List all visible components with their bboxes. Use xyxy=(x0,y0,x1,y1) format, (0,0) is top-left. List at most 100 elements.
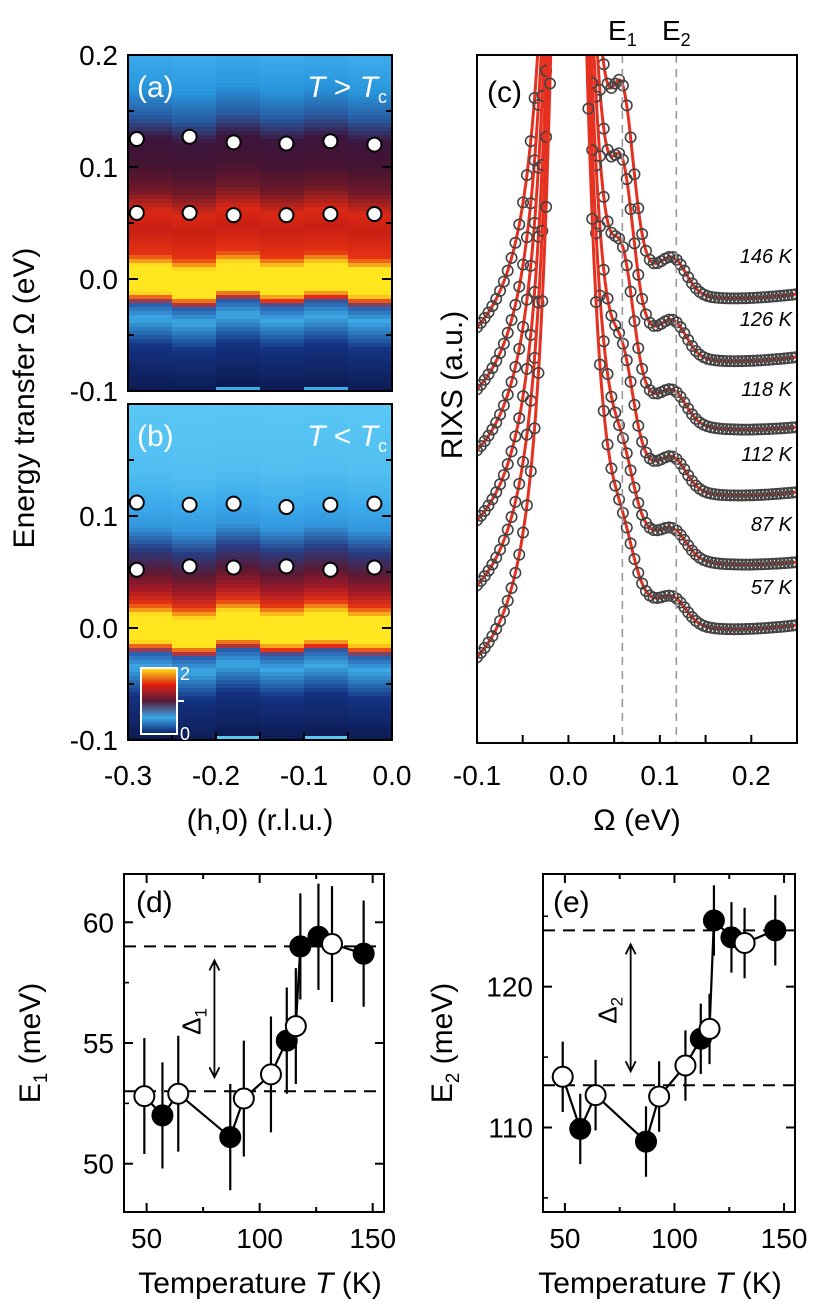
data-point xyxy=(151,1104,174,1127)
heat-cell xyxy=(348,588,393,593)
heat-cell xyxy=(304,355,349,360)
data-point xyxy=(686,611,699,624)
heat-cell xyxy=(304,484,349,489)
heat-cell xyxy=(348,67,393,72)
heat-cell xyxy=(216,339,261,344)
data-point xyxy=(486,493,499,506)
heat-cell xyxy=(172,247,217,252)
heat-cell xyxy=(128,652,173,657)
heat-cell xyxy=(304,648,349,653)
heat-cell xyxy=(348,476,393,481)
heat-cell xyxy=(172,243,217,248)
heat-cell xyxy=(260,291,305,296)
data-point xyxy=(501,458,514,471)
data-point xyxy=(613,493,626,506)
heat-cell xyxy=(348,692,393,697)
heat-cell xyxy=(304,688,349,693)
heat-cell xyxy=(128,456,173,461)
heat-cell xyxy=(348,339,393,344)
colorbar-max: 2 xyxy=(180,664,190,684)
heat-cell xyxy=(348,408,393,413)
heat-cell xyxy=(260,323,305,328)
heat-cell xyxy=(128,616,173,621)
heat-cell xyxy=(216,271,261,276)
heat-cell xyxy=(348,432,393,437)
heat-cell xyxy=(348,91,393,96)
heat-cell xyxy=(128,660,173,665)
data-point xyxy=(543,77,556,90)
data-point xyxy=(590,227,603,240)
x-tick-label: -0.1 xyxy=(453,760,501,791)
heat-cell xyxy=(128,468,173,473)
y-tick-label: 110 xyxy=(488,1113,533,1144)
heat-cell xyxy=(348,460,393,465)
heat-cell xyxy=(260,416,305,421)
heat-cell xyxy=(128,552,173,557)
heat-cell xyxy=(304,592,349,597)
heat-cell xyxy=(128,67,173,72)
delta-label: Δ1 xyxy=(176,1008,210,1035)
heat-cell xyxy=(172,111,217,116)
data-point xyxy=(735,292,748,305)
heat-cell xyxy=(304,736,349,741)
heat-cell xyxy=(348,195,393,200)
data-point xyxy=(766,353,779,366)
heat-cell xyxy=(216,408,261,413)
heat-cell xyxy=(348,55,393,60)
heat-cell xyxy=(128,387,173,392)
data-point xyxy=(128,561,145,578)
heat-cell xyxy=(172,540,217,545)
heat-cell xyxy=(172,724,217,729)
heat-cell xyxy=(216,247,261,252)
data-point xyxy=(739,558,752,571)
heat-cell xyxy=(304,524,349,529)
data-point xyxy=(724,623,737,636)
data-point xyxy=(624,375,637,388)
heat-cell xyxy=(260,83,305,88)
data-point xyxy=(709,354,722,367)
heat-cell xyxy=(260,299,305,304)
heat-cell xyxy=(348,540,393,545)
heat-cell xyxy=(172,327,217,332)
heat-cell xyxy=(128,412,173,417)
heat-cell xyxy=(304,660,349,665)
data-point xyxy=(590,296,603,309)
data-point xyxy=(762,488,775,501)
data-point xyxy=(774,487,787,500)
heat-cell xyxy=(260,279,305,284)
heat-cell xyxy=(216,508,261,513)
heat-cell xyxy=(260,664,305,669)
y-tick-label: 60 xyxy=(83,907,114,938)
data-point xyxy=(758,354,771,367)
heat-cell xyxy=(172,620,217,625)
data-point xyxy=(528,422,541,435)
data-point xyxy=(774,620,787,633)
data-point xyxy=(774,557,787,570)
data-point xyxy=(747,489,760,502)
heat-cell xyxy=(260,363,305,368)
heat-cell xyxy=(216,103,261,108)
heat-cell xyxy=(304,343,349,348)
data-point xyxy=(782,421,795,434)
heat-cell xyxy=(172,235,217,240)
data-point xyxy=(709,422,722,435)
data-point xyxy=(505,510,518,523)
heat-cell xyxy=(304,472,349,477)
heat-cell xyxy=(348,259,393,264)
heat-cell xyxy=(172,199,217,204)
heat-cell xyxy=(260,708,305,713)
heat-cell xyxy=(304,159,349,164)
data-point xyxy=(284,1015,307,1038)
data-point xyxy=(636,292,649,305)
heat-cell xyxy=(172,628,217,633)
heat-cell xyxy=(216,632,261,637)
data-point xyxy=(743,489,756,502)
data-point xyxy=(620,447,633,460)
data-point xyxy=(789,421,797,434)
heat-cell xyxy=(260,476,305,481)
heat-cell xyxy=(260,468,305,473)
heat-cell xyxy=(216,91,261,96)
heat-cell xyxy=(172,696,217,701)
heat-cell xyxy=(304,163,349,168)
heat-cell xyxy=(348,676,393,681)
